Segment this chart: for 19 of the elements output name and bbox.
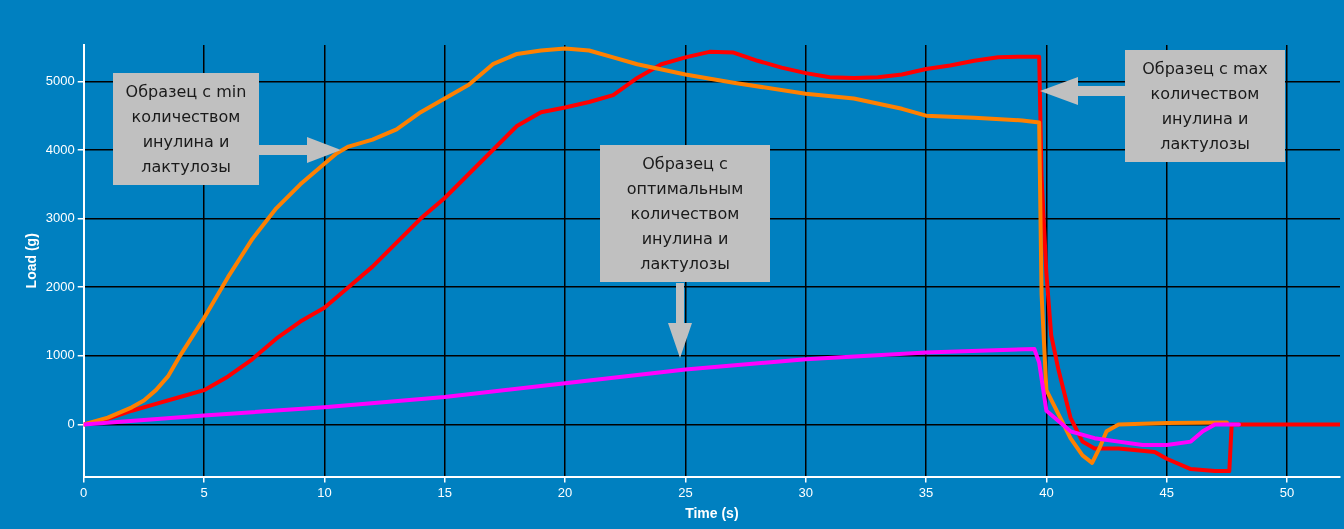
x-tick-label: 0 xyxy=(80,484,88,500)
x-axis-title: Time (s) xyxy=(685,505,739,522)
x-tick-label: 30 xyxy=(798,484,813,500)
x-tick-label: 15 xyxy=(437,484,452,500)
x-tick-label: 20 xyxy=(557,484,573,500)
x-tick-label: 25 xyxy=(678,484,693,500)
x-tick-label: 35 xyxy=(918,484,934,500)
y-tick-label: 1000 xyxy=(45,347,75,363)
y-axis-title: Load (g) xyxy=(23,233,40,289)
y-tick-label: 5000 xyxy=(45,72,75,88)
x-tick-label: 50 xyxy=(1279,484,1295,500)
y-tick-label: 3000 xyxy=(45,210,75,226)
x-tick-label: 10 xyxy=(317,484,332,500)
y-tick-label: 2000 xyxy=(45,278,75,294)
x-tick-label: 5 xyxy=(200,484,208,500)
y-tick-label: 4000 xyxy=(45,141,75,157)
x-tick-label: 40 xyxy=(1039,484,1054,500)
x-tick-label: 45 xyxy=(1159,484,1174,500)
y-tick-label: 0 xyxy=(67,416,75,432)
